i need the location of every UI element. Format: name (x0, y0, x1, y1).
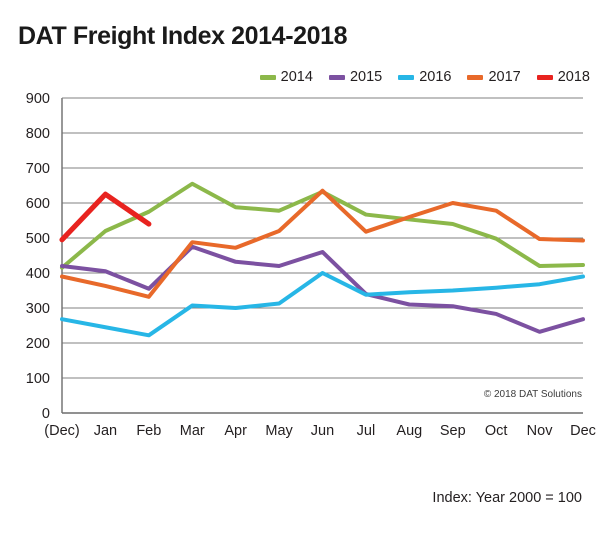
legend-label: 2014 (280, 69, 313, 85)
line-chart-svg: 0 100 200 300 400 500 600 700 800 900 (Dec) Jan Feb M… (26, 91, 596, 439)
series-line-2016 (60, 271, 585, 338)
legend-item-2015[interactable]: 2015 (328, 69, 383, 85)
legend-swatch-icon (398, 74, 415, 80)
x-axis-tick-Dec: Dec (570, 423, 596, 439)
chart-legend: 2014 2015 2016 2017 2018 (259, 66, 590, 88)
x-axis-tick-Aug: Aug (396, 423, 422, 439)
y-axis-tick-700: 700 (26, 161, 50, 177)
x-axis-tick-Oct: Oct (485, 423, 508, 439)
legend-item-2017[interactable]: 2017 (467, 69, 521, 85)
y-axis-tick-100: 100 (26, 371, 50, 387)
legend-swatch-icon (259, 74, 276, 80)
y-axis-tick-0: 0 (42, 406, 50, 422)
y-axis-tick-600: 600 (26, 196, 50, 212)
y-axis-tick-500: 500 (26, 231, 50, 247)
legend-swatch-icon (328, 74, 345, 80)
series-line-2014 (60, 181, 585, 270)
x-axis-tick-Jan: Jan (94, 423, 117, 439)
legend-label: 2017 (488, 69, 521, 85)
x-axis-tick-Apr: Apr (224, 423, 247, 439)
x-axis-tick-Sep: Sep (440, 423, 466, 439)
x-axis-tick-Feb: Feb (136, 423, 161, 439)
y-axis-tick-800: 800 (26, 126, 50, 142)
legend-label: 2016 (419, 69, 452, 85)
y-axis-tick-400: 400 (26, 266, 50, 282)
series-line-2018 (59, 191, 152, 243)
legend-swatch-icon (467, 74, 484, 80)
page-title: DAT Freight Index 2014-2018 (18, 22, 348, 50)
y-axis-tick-200: 200 (26, 336, 50, 352)
y-axis-tick-300: 300 (26, 301, 50, 317)
legend-label: 2015 (349, 69, 383, 85)
series-line-2015 (60, 244, 585, 334)
legend-item-2014[interactable]: 2014 (259, 69, 313, 85)
y-axis-tick-900: 900 (26, 91, 50, 107)
x-axis-tick-May: May (265, 423, 293, 439)
copyright-text: © 2018 DAT Solutions (483, 389, 582, 400)
index-note: Index: Year 2000 = 100 (432, 490, 582, 506)
series-line-2017 (60, 188, 585, 299)
chart-plot-area: 0 100 200 300 400 500 600 700 800 900 (Dec) Jan Feb M… (26, 91, 596, 439)
x-axis-tick-Jul: Jul (357, 423, 376, 439)
x-axis-tick-Mar: Mar (180, 423, 205, 439)
x-axis-tick-Dec: (Dec) (44, 423, 79, 439)
x-axis-tick-Nov: Nov (527, 423, 554, 439)
legend-label: 2018 (557, 69, 590, 85)
legend-swatch-icon (536, 74, 553, 80)
legend-item-2018[interactable]: 2018 (536, 69, 590, 85)
legend-item-2016[interactable]: 2016 (398, 69, 451, 85)
x-axis-tick-Jun: Jun (311, 423, 334, 439)
